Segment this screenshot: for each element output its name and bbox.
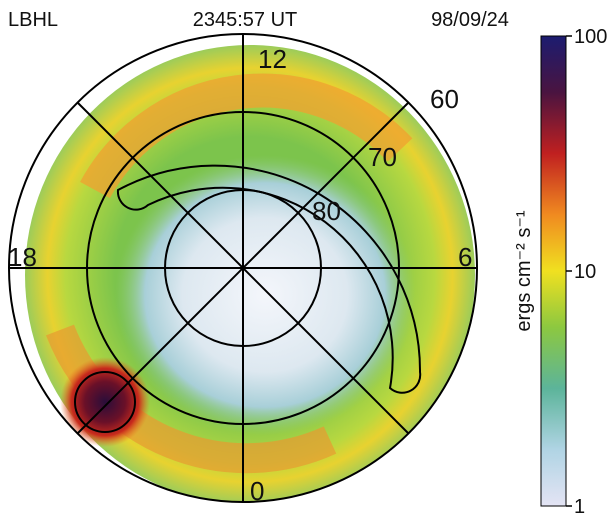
latitude-label: 60	[430, 84, 459, 114]
colorbar-tick-label: 1	[574, 496, 585, 518]
time: 2345:57 UT	[193, 9, 298, 31]
colorbar-tick-label: 10	[574, 261, 596, 283]
date: 98/09/24	[431, 9, 509, 31]
mlt-label: 12	[258, 44, 287, 74]
colorbar	[541, 36, 566, 506]
mlt-label: 6	[458, 242, 472, 272]
colorbar-label: ergs cm⁻² s⁻¹	[513, 210, 535, 331]
mlt-label: 0	[250, 476, 264, 506]
latitude-label: 80	[312, 196, 341, 226]
colorbar-tick-label: 100	[574, 26, 607, 48]
polar-grid	[9, 34, 477, 502]
latitude-label: 70	[368, 142, 397, 172]
page: LBHL 2345:57 UT 98/09/24 12 6 18 0 ergs …	[0, 0, 609, 518]
mlt-label: 18	[8, 242, 37, 272]
instrument: LBHL	[8, 9, 58, 31]
